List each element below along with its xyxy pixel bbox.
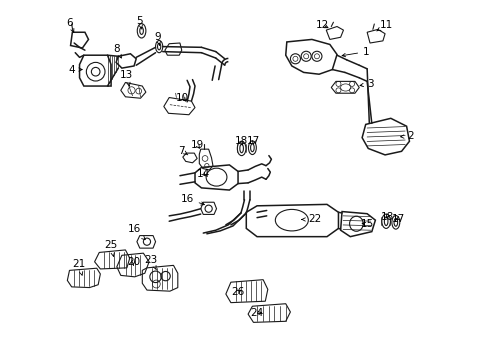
Text: 13: 13 [119, 70, 133, 86]
Text: 16: 16 [127, 225, 145, 240]
Text: 22: 22 [301, 215, 321, 224]
Text: 18: 18 [235, 136, 248, 146]
Text: 2: 2 [400, 131, 413, 141]
Text: 15: 15 [360, 220, 373, 229]
Text: 23: 23 [144, 255, 158, 270]
Text: 25: 25 [104, 240, 118, 256]
Text: 26: 26 [231, 287, 244, 297]
Text: 10: 10 [176, 93, 189, 103]
Text: 17: 17 [247, 136, 260, 145]
Text: 19: 19 [190, 140, 203, 150]
Text: 4: 4 [68, 64, 82, 75]
Text: 6: 6 [66, 18, 74, 32]
Text: 17: 17 [390, 214, 404, 224]
Text: 24: 24 [250, 309, 263, 318]
Text: 3: 3 [359, 79, 373, 89]
Text: 8: 8 [113, 44, 121, 58]
Text: 12: 12 [315, 20, 328, 30]
Text: 14: 14 [196, 168, 209, 179]
Text: 7: 7 [178, 145, 187, 156]
Text: 20: 20 [126, 257, 140, 267]
Text: 5: 5 [136, 17, 143, 29]
Text: 18: 18 [380, 212, 393, 221]
Text: 11: 11 [376, 20, 392, 31]
Text: 16: 16 [180, 194, 204, 205]
Text: 1: 1 [342, 46, 369, 57]
Text: 21: 21 [72, 259, 85, 275]
Text: 9: 9 [154, 32, 161, 45]
